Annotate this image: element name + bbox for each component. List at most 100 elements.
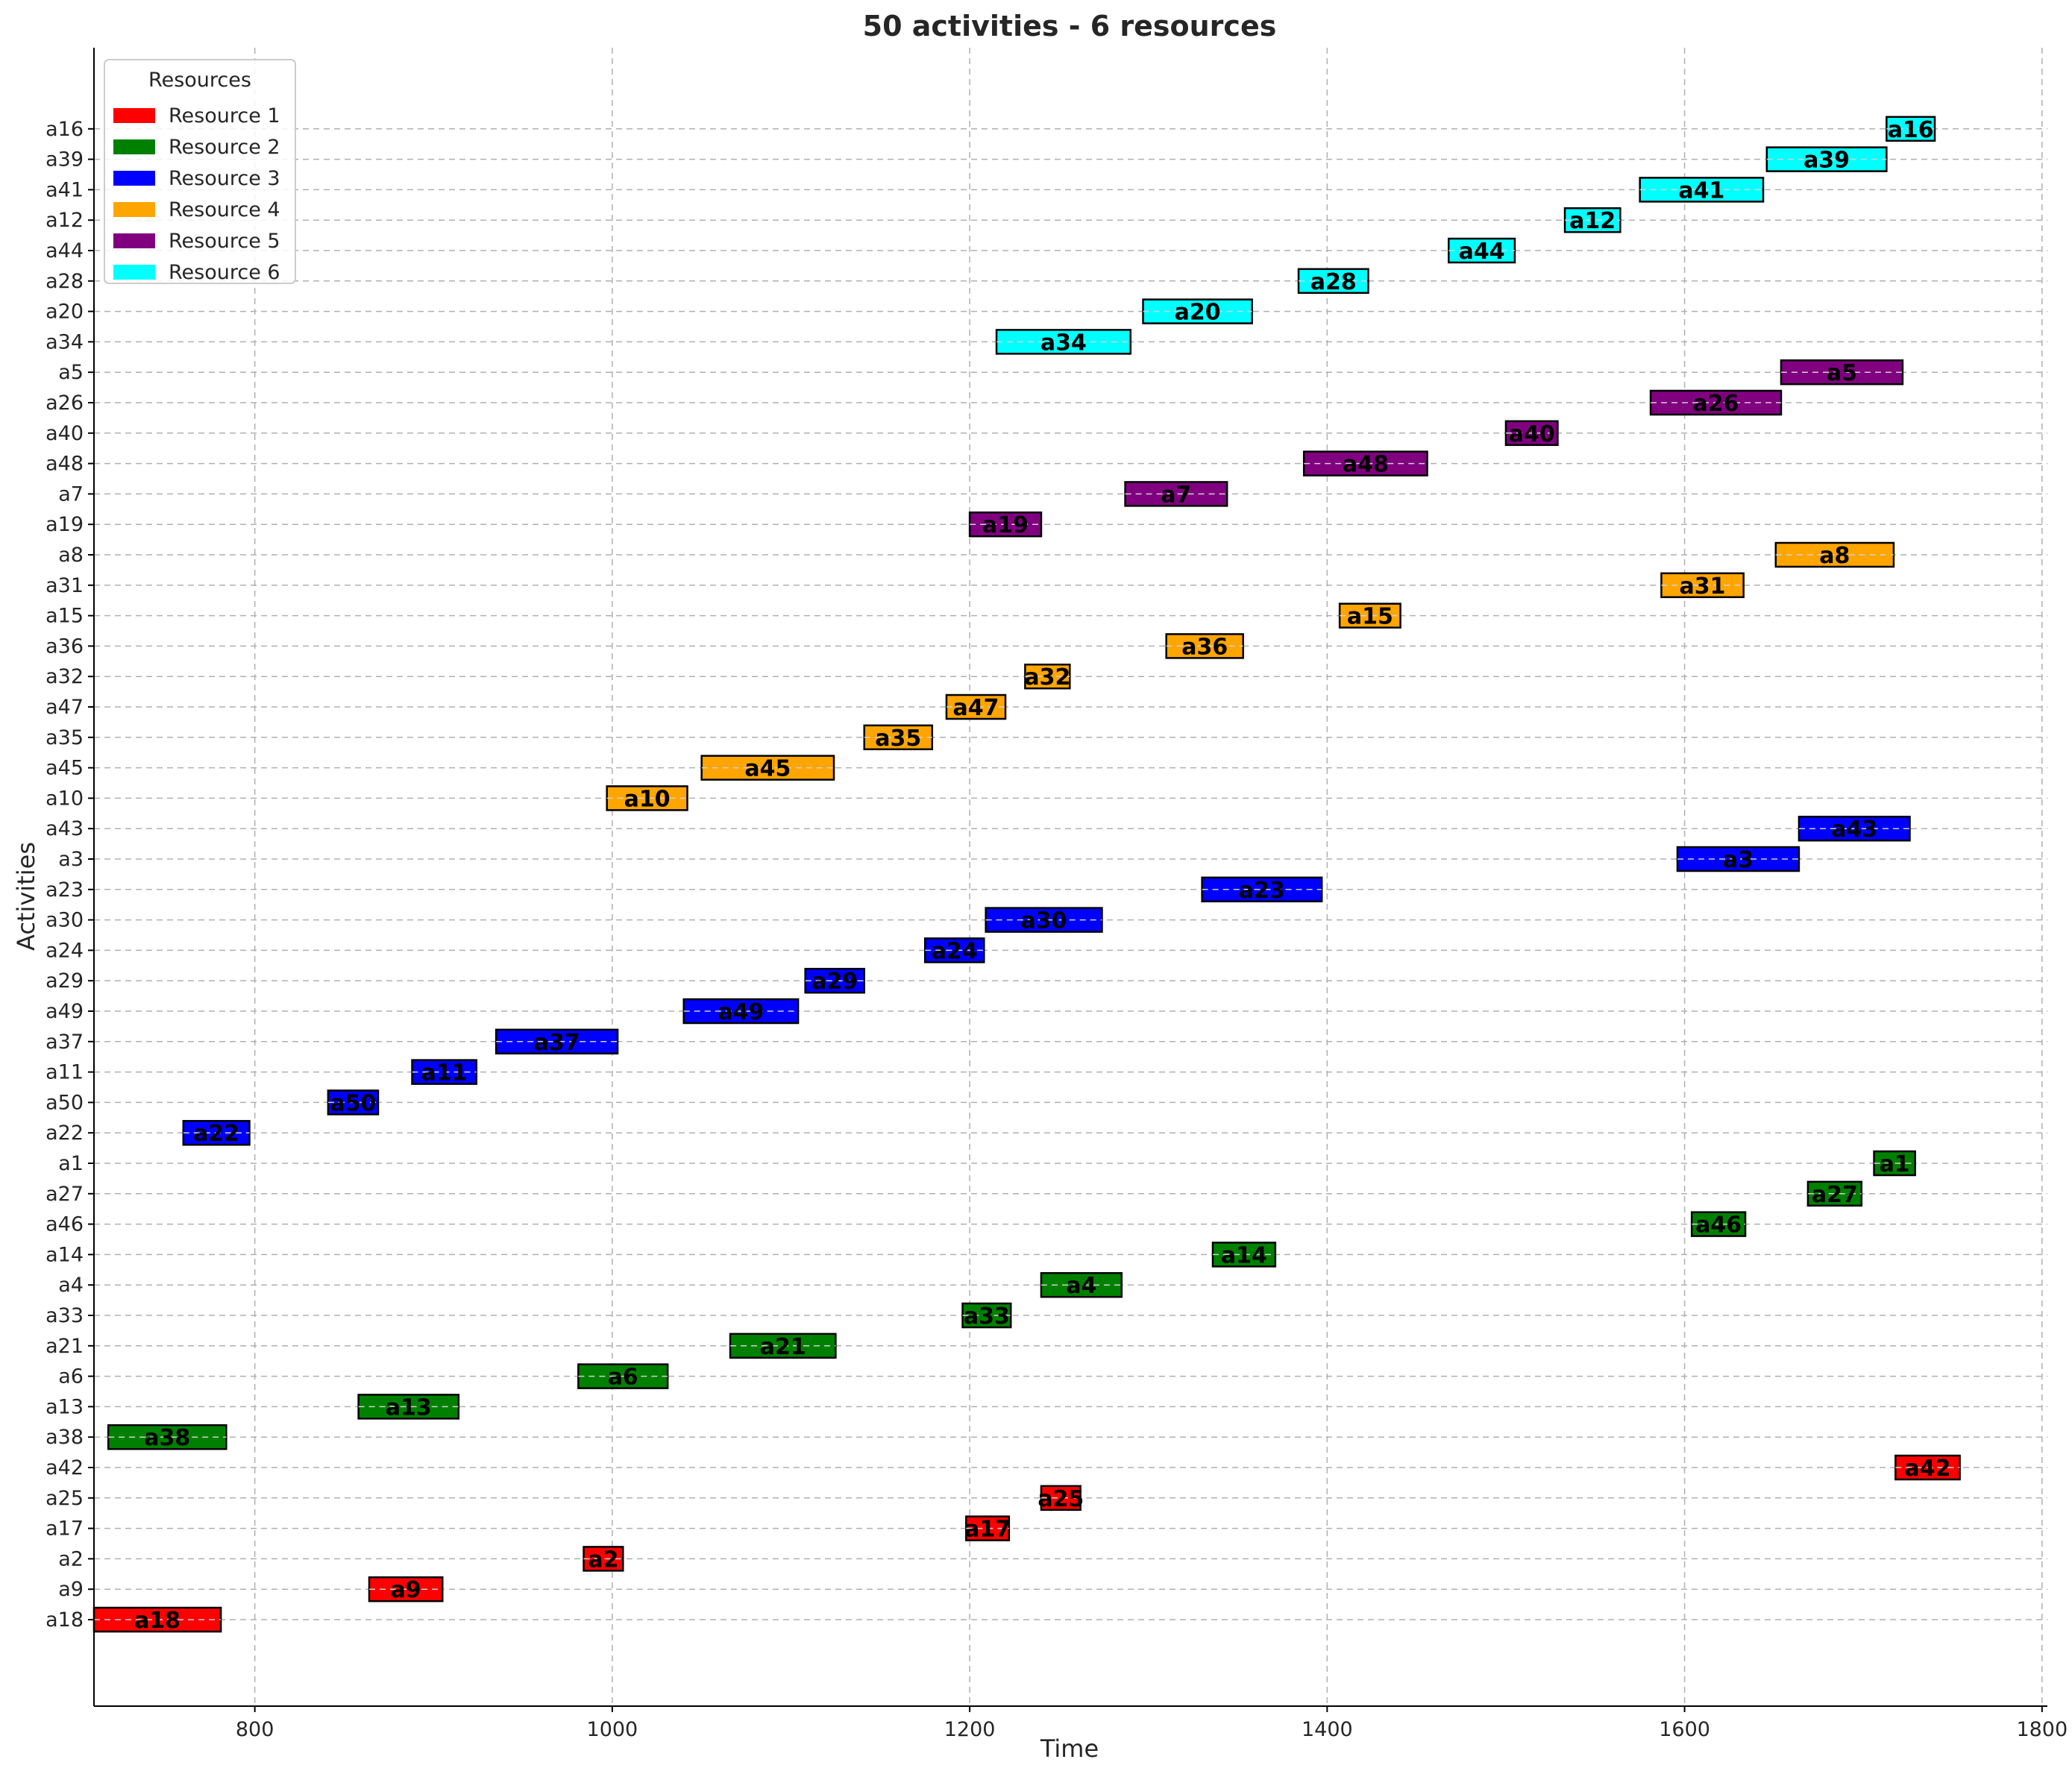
activity-bar-label-a37: a37 xyxy=(534,1030,580,1056)
y-tick-label: a12 xyxy=(45,209,84,232)
legend-swatch xyxy=(113,171,155,186)
y-tick-label: a31 xyxy=(45,574,84,597)
activity-bar-label-a42: a42 xyxy=(1904,1456,1950,1482)
y-tick-label: a26 xyxy=(45,391,84,415)
y-tick-label: a35 xyxy=(45,726,84,749)
y-tick-label: a39 xyxy=(45,148,84,172)
activity-bar-label-a25: a25 xyxy=(1037,1486,1084,1512)
activity-bar-label-a1: a1 xyxy=(1880,1151,1910,1177)
activity-bar-label-a43: a43 xyxy=(1831,817,1877,843)
y-tick-label: a22 xyxy=(45,1122,84,1145)
y-tick-label: a29 xyxy=(45,969,84,993)
activity-bar-label-a20: a20 xyxy=(1175,300,1221,326)
legend-swatch xyxy=(113,202,155,217)
activity-bar-label-a33: a33 xyxy=(964,1303,1010,1330)
activity-bar-label-a13: a13 xyxy=(386,1394,432,1421)
y-tick-label: a13 xyxy=(45,1395,84,1418)
y-tick-label: a3 xyxy=(58,848,84,871)
activity-bar-a41 xyxy=(1639,177,1765,203)
y-tick-label: a4 xyxy=(58,1274,84,1297)
y-tick-label: a10 xyxy=(45,787,84,810)
activity-bar-label-a10: a10 xyxy=(624,786,671,812)
activity-bar-a15 xyxy=(1338,603,1401,629)
activity-bar-label-a27: a27 xyxy=(1812,1182,1858,1208)
x-tick-label: 800 xyxy=(236,1718,274,1741)
legend-entry-label: Resource 1 xyxy=(169,104,280,128)
y-tick-label: a40 xyxy=(45,422,84,445)
y-tick-label: a1 xyxy=(58,1152,84,1175)
legend-entry-label: Resource 3 xyxy=(169,167,280,190)
x-tick-label: 1200 xyxy=(944,1718,996,1741)
y-tick-label: a42 xyxy=(45,1456,84,1479)
legend-entry-label: Resource 5 xyxy=(169,230,280,253)
y-tick-label: a50 xyxy=(45,1091,84,1114)
legend-entry-label: Resource 4 xyxy=(169,198,280,221)
y-tick-label: a14 xyxy=(45,1243,84,1266)
chart-title: 50 activities - 6 resources xyxy=(863,10,1277,43)
legend-swatch xyxy=(113,233,155,248)
activity-bar-label-a31: a31 xyxy=(1680,573,1726,600)
activity-bar-label-a21: a21 xyxy=(760,1334,806,1360)
y-tick-label: a24 xyxy=(45,939,84,962)
legend-entry-label: Resource 2 xyxy=(169,136,280,159)
y-tick-label: a17 xyxy=(45,1517,84,1541)
activity-bar-label-a22: a22 xyxy=(193,1121,239,1147)
y-tick-label: a19 xyxy=(45,513,84,536)
y-tick-label: a25 xyxy=(45,1487,84,1510)
x-tick-label: 1800 xyxy=(2016,1718,2068,1741)
y-tick-label: a21 xyxy=(45,1335,84,1358)
y-tick-label: a43 xyxy=(45,817,84,840)
activity-bar-label-a8: a8 xyxy=(1819,543,1850,569)
activity-bar-label-a2: a2 xyxy=(588,1547,618,1573)
y-tick-label: a11 xyxy=(45,1061,84,1084)
activity-bar-label-a28: a28 xyxy=(1310,269,1357,295)
y-tick-label: a8 xyxy=(58,544,84,567)
y-tick-label: a44 xyxy=(45,239,84,262)
activity-bar-label-a47: a47 xyxy=(953,695,999,721)
y-axis-label: Activities xyxy=(12,842,40,951)
activity-bar-label-a30: a30 xyxy=(1021,908,1067,934)
y-tick-label: a36 xyxy=(45,635,84,658)
activity-bar-label-a5: a5 xyxy=(1827,360,1857,386)
activity-bar-label-a17: a17 xyxy=(964,1517,1011,1543)
activity-bar-label-a45: a45 xyxy=(744,756,791,782)
activity-bar-label-a16: a16 xyxy=(1888,117,1934,143)
activity-bar-label-a9: a9 xyxy=(391,1577,421,1603)
legend: Resources Resource 1 Resource 2 Resource 3 R… xyxy=(104,59,296,284)
legend-swatch xyxy=(113,108,155,123)
activity-bar-label-a48: a48 xyxy=(1343,452,1389,478)
y-tick-label: a23 xyxy=(45,878,84,902)
activity-bar-label-a14: a14 xyxy=(1221,1242,1267,1268)
y-tick-label: a6 xyxy=(58,1365,84,1388)
y-tick-label: a18 xyxy=(45,1608,84,1632)
activity-bar-label-a11: a11 xyxy=(421,1060,468,1086)
y-tick-label: a20 xyxy=(45,301,84,324)
y-tick-label: a46 xyxy=(45,1213,84,1236)
x-tick-label: 1600 xyxy=(1659,1718,1710,1741)
axes: 800 1000 1200 1400 1600 1800a18a9a2a17a25a42a… xyxy=(45,48,2068,1741)
activity-bar-label-a3: a3 xyxy=(1723,847,1754,873)
activity-bar-label-a29: a29 xyxy=(811,969,858,995)
legend-swatch xyxy=(113,139,155,154)
activity-bar-a3 xyxy=(1676,846,1801,872)
activity-bar-a48 xyxy=(1302,450,1428,476)
activity-bar-label-a44: a44 xyxy=(1459,239,1505,265)
activity-bar-label-a35: a35 xyxy=(875,726,921,752)
activity-bar-a37 xyxy=(495,1028,619,1055)
y-tick-label: a7 xyxy=(58,482,84,506)
y-tick-label: a48 xyxy=(45,453,84,476)
activity-bar-label-a32: a32 xyxy=(1024,664,1070,691)
activity-bar-label-a40: a40 xyxy=(1509,421,1555,447)
y-tick-label: a16 xyxy=(45,118,84,141)
activity-bar-label-a34: a34 xyxy=(1040,330,1087,356)
y-tick-label: a5 xyxy=(58,361,84,384)
activity-bar-label-a38: a38 xyxy=(144,1425,190,1451)
legend-entry-label: Resource 6 xyxy=(169,261,280,284)
activity-bar-label-a12: a12 xyxy=(1569,208,1616,234)
activity-bar-label-a24: a24 xyxy=(932,938,978,964)
activity-bar-label-a15: a15 xyxy=(1347,604,1393,630)
activity-bar-label-a49: a49 xyxy=(718,999,764,1025)
activity-bar-label-a7: a7 xyxy=(1161,482,1191,508)
